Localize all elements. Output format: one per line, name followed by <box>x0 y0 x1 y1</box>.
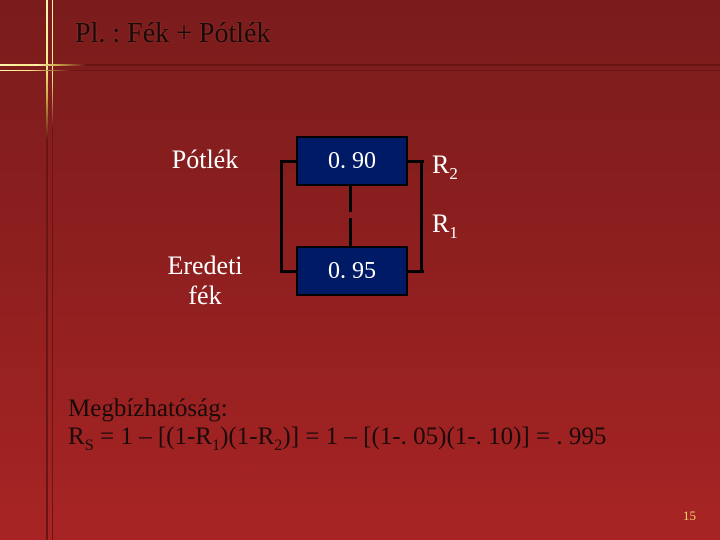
conn-bot-right <box>406 270 424 273</box>
label-r1: R1 <box>432 209 458 243</box>
conn-right-vertical <box>420 160 423 272</box>
label-fek: fék <box>188 281 221 310</box>
ornament-vline-main <box>46 0 48 540</box>
ornament-vline-thin <box>52 0 53 540</box>
formula-heading: Megbízhatóság: <box>68 395 606 423</box>
box-top-value: 0. 90 <box>328 148 376 175</box>
label-r2: R2 <box>432 150 458 184</box>
conn-mid-top <box>349 186 352 212</box>
conn-left-vertical <box>280 160 283 272</box>
box-bottom-value: 0. 95 <box>328 258 376 285</box>
formula-expression: RS = 1 – [(1-R1)(1-R2)] = 1 – [(1-. 05)(… <box>68 423 606 455</box>
slide-title: Pl. : Fék + Pótlék <box>75 18 270 50</box>
label-eredeti-fek: Eredeti fék <box>140 251 270 311</box>
label-eredeti: Eredeti <box>167 251 242 280</box>
formula-block: Megbízhatóság: RS = 1 – [(1-R1)(1-R2)] =… <box>68 395 606 455</box>
page-number: 15 <box>683 508 696 524</box>
ornament-hline-main <box>0 64 720 66</box>
box-top-r2: 0. 90 <box>296 136 408 186</box>
box-bottom-r1: 0. 95 <box>296 246 408 296</box>
label-potlek: Pótlék <box>145 145 265 175</box>
conn-mid-bot <box>349 218 352 248</box>
slide: Pl. : Fék + Pótlék Pótlék Eredeti fék R2… <box>0 0 720 540</box>
conn-top-right <box>406 160 424 163</box>
ornament-hline-thin <box>0 70 720 71</box>
